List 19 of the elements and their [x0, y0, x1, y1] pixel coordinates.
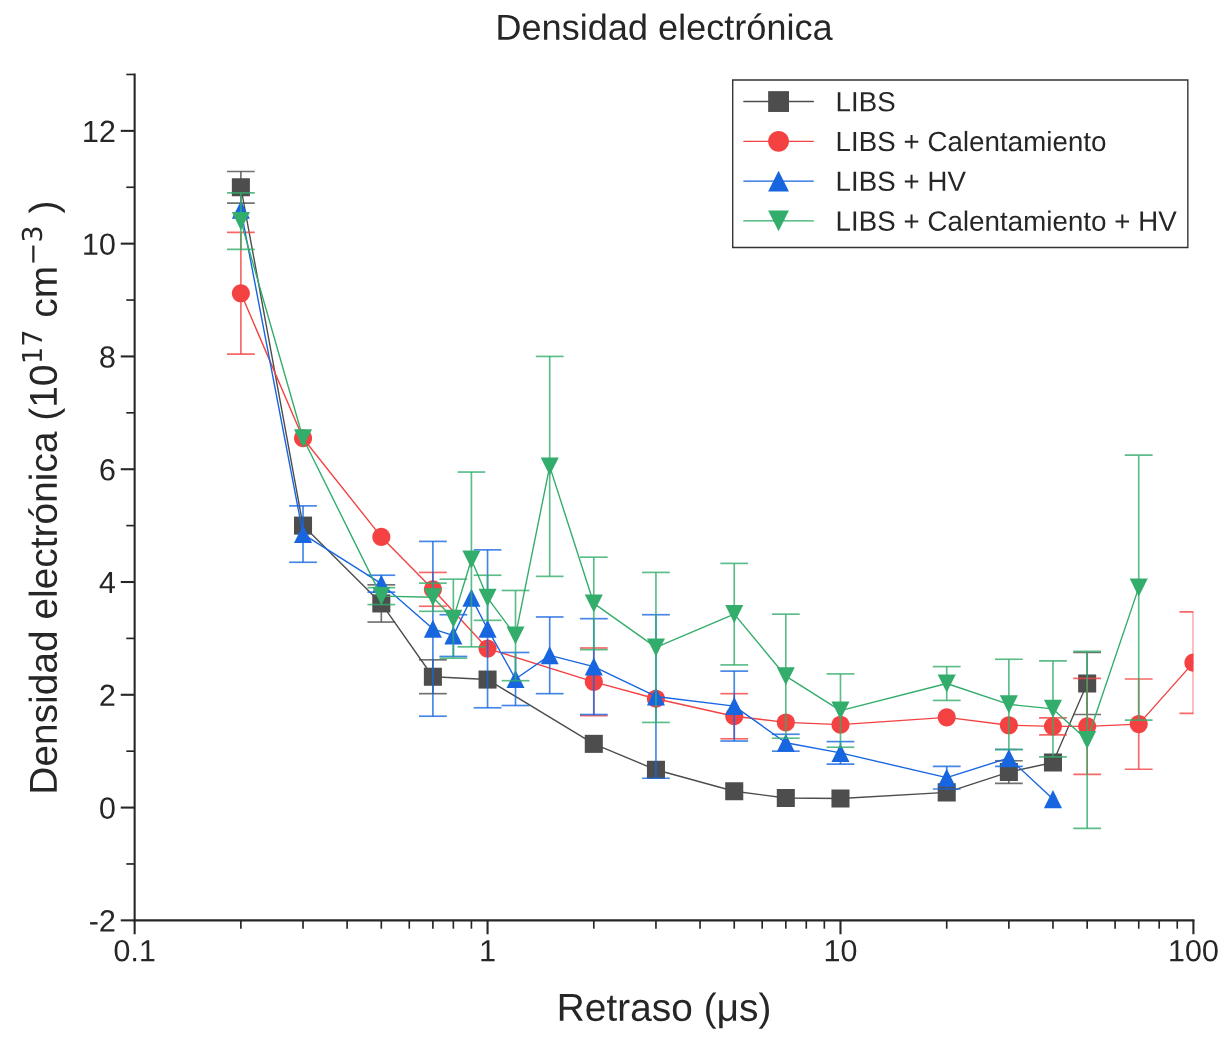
x-tick-label: 0.1 [114, 939, 155, 962]
y-tick-label: 4 [99, 572, 115, 594]
y-tick-label: 0 [100, 797, 115, 819]
x-tick-label: 1 [481, 940, 495, 962]
x-tick-label: 100 [1170, 939, 1218, 962]
y-tick-label: 8 [100, 346, 115, 368]
y-tick-label: -2 [90, 910, 115, 932]
y-axis-title: Densidad electrónica (10$^{17}$ cm$^{−3}$ ) [21, 202, 65, 792]
legend-label: LIBS + Calentamiento + HV [837, 210, 1177, 231]
y-tick-label: 2 [100, 684, 115, 706]
legend-label: LIBS [837, 91, 895, 112]
legend-label: LIBS + HV [837, 171, 966, 192]
legend-label: LIBS + Calentamiento [837, 130, 1106, 152]
y-tick-label: 10 [84, 233, 115, 256]
y-tick-label: 12 [84, 120, 115, 142]
y-tick-label: 6 [100, 458, 115, 481]
x-tick-label: 10 [825, 939, 857, 962]
chart-title: Densidad electrónica [498, 13, 833, 41]
x-axis-title: Retraso (μs) [559, 992, 769, 1029]
